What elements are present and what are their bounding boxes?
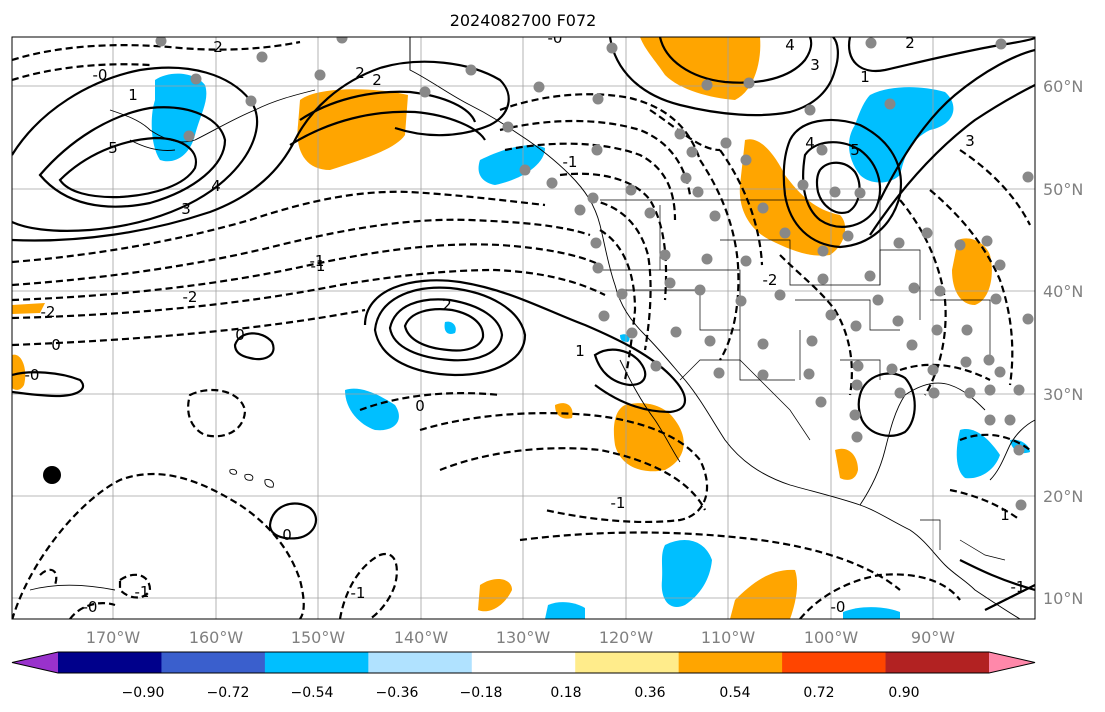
graticule [12,37,1035,619]
contour-label: 2 [372,71,382,89]
colorbar-tick-label: 0.18 [550,685,581,701]
contour-label: 2 [213,38,223,56]
colorbar-tick-label: 0.90 [888,685,919,701]
contour-label: -0 [93,66,108,84]
colorbar-extend-high [989,652,1035,673]
contour-label: -1 [310,252,325,270]
contour-label: 2 [442,296,452,314]
colorbar-tick-label: 0.36 [634,685,665,701]
lat-tick-label: 20°N [1043,487,1083,506]
contour-label: 2 [355,64,365,82]
contour-label: 1 [128,86,138,104]
contour-label: 4 [211,177,221,195]
colorbar-tick-labels: −0.90 −0.72 −0.54 −0.36 −0.18 0.18 0.36 … [122,685,920,701]
contour-label: 0 [415,397,425,415]
longitude-tick-labels: 170°W 160°W 150°W 140°W 130°W 120°W 110°… [86,628,955,647]
reference-dot [43,466,61,484]
colorbar-tick-label: −0.18 [460,685,503,701]
contour-label: 2 [905,34,915,52]
positive-anomaly-shading [12,37,992,619]
colorbar-segment [471,652,576,673]
contour-label: -0 [83,598,98,616]
contour-label: -1 [311,257,326,275]
contour-label: 3 [181,200,191,218]
contour-label: 5 [850,141,860,159]
map-title: 2024082700 F072 [450,11,597,30]
contour-label: -1 [563,153,578,171]
colorbar-tick-label: −0.54 [291,685,334,701]
lon-tick-label: 170°W [86,628,141,647]
colorbar-segment [161,652,266,673]
colorbar-segment [575,652,680,673]
colorbar-tick-label: −0.72 [207,685,250,701]
contour-label: -1 [1011,578,1026,596]
contour-label: 3 [965,132,975,150]
contour-label: 0 [235,326,245,344]
lon-tick-label: 150°W [291,628,346,647]
lon-tick-label: 120°W [599,628,654,647]
contour-label: 1 [575,342,585,360]
colorbar [11,651,1036,674]
lat-tick-label: 60°N [1043,77,1083,96]
contour-label: -2 [41,303,56,321]
lon-tick-label: 100°W [804,628,859,647]
colorbar-segment [782,652,887,673]
contour-label: 4 [805,134,815,152]
colorbar-tick-label: −0.36 [376,685,419,701]
contour-label: 0 [282,526,292,544]
colorbar-tick-label: −0.90 [122,685,165,701]
contour-label: -1 [611,494,626,512]
colorbar-tick-label: 0.72 [803,685,834,701]
lat-tick-label: 30°N [1043,385,1083,404]
colorbar-tick-label: 0.54 [719,685,750,701]
latitude-tick-labels: 60°N 50°N 40°N 30°N 20°N 10°N [1043,77,1083,608]
lat-tick-label: 10°N [1043,589,1083,608]
lon-tick-label: 110°W [701,628,756,647]
lon-tick-label: 130°W [496,628,551,647]
colorbar-extend-low [12,652,58,673]
contour-label: 5 [108,139,118,157]
contour-label: -1 [351,584,366,602]
colorbar-segment [678,652,783,673]
contour-label: -2 [183,288,198,306]
colorbar-segment [58,652,162,673]
contour-label: 1 [1000,506,1010,524]
political-borders [409,37,1006,561]
lat-tick-label: 40°N [1043,282,1083,301]
contour-label: 1 [860,68,870,86]
lon-tick-label: 140°W [394,628,449,647]
map-frame [11,36,1036,620]
station-markers [155,37,1034,511]
colorbar-outline [11,651,1036,674]
contour-label: 0 [51,336,61,354]
colorbar-segment [264,652,369,673]
contour-label: -1 [135,583,150,601]
lat-tick-label: 50°N [1043,180,1083,199]
contour-label: -0 [831,598,846,616]
contour-label: -2 [763,271,778,289]
lon-tick-label: 160°W [189,628,244,647]
contour-label: 3 [810,56,820,74]
solid-contours [12,37,1035,611]
colorbar-segment [368,652,473,673]
map-area: -0 1 2 3 4 5 2 2 -2 -1 -1 -2 0 0 1 2 3 4… [12,29,1035,619]
colorbar-segment [885,652,990,673]
contour-label: 4 [785,36,795,54]
lon-tick-label: 90°W [911,628,955,647]
contour-label: -0 [25,366,40,384]
contour-labels: -0 1 2 3 4 5 2 2 -2 -1 -1 -2 0 0 1 2 3 4… [25,29,1026,616]
contour-label: -0 [548,29,563,47]
